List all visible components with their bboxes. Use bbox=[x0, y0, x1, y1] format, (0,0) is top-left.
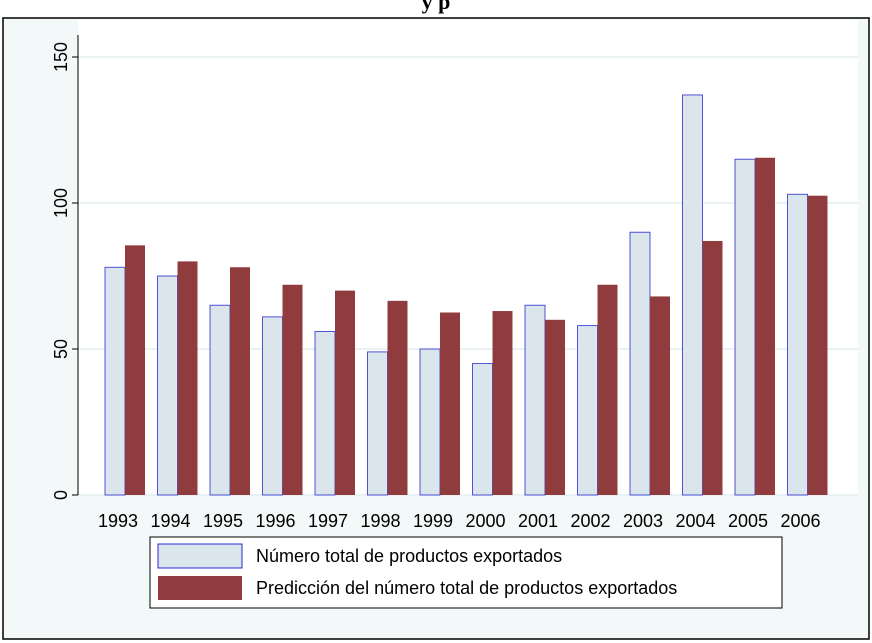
bar bbox=[650, 296, 670, 495]
x-tick-label: 1999 bbox=[413, 511, 453, 531]
bar bbox=[314, 331, 336, 496]
legend-label: Número total de productos exportados bbox=[256, 546, 562, 566]
bar bbox=[335, 290, 355, 495]
bar bbox=[629, 231, 651, 496]
x-tick-label: 2003 bbox=[623, 511, 663, 531]
x-tick-label: 2005 bbox=[728, 511, 768, 531]
bar bbox=[472, 363, 493, 496]
bar bbox=[755, 157, 775, 496]
bar bbox=[524, 304, 546, 496]
x-tick-label: 1995 bbox=[203, 511, 243, 531]
x-tick-label: 1994 bbox=[150, 511, 190, 531]
x-tick-label: 2001 bbox=[518, 511, 558, 531]
x-tick-label: 2006 bbox=[780, 511, 820, 531]
y-tick-label: 50 bbox=[51, 339, 71, 359]
y-tick-label: 0 bbox=[51, 490, 71, 500]
y-tick-label: 100 bbox=[51, 188, 71, 218]
bar bbox=[157, 275, 178, 496]
x-tick-label: 1997 bbox=[308, 511, 348, 531]
bar bbox=[545, 319, 565, 495]
bar bbox=[230, 267, 250, 495]
y-tick-label: 150 bbox=[51, 42, 71, 72]
bar bbox=[262, 316, 283, 496]
x-tick-label: 2002 bbox=[570, 511, 610, 531]
x-tick-label: 1993 bbox=[98, 511, 138, 531]
bar bbox=[104, 266, 126, 496]
bar bbox=[702, 240, 723, 495]
legend-box bbox=[149, 536, 783, 609]
legend-swatch bbox=[158, 576, 242, 600]
bar bbox=[177, 261, 198, 495]
bar bbox=[682, 94, 703, 496]
bar bbox=[440, 312, 460, 495]
bar bbox=[787, 193, 808, 496]
chart-title: y p bbox=[422, 0, 451, 14]
bar bbox=[492, 311, 513, 495]
bar bbox=[125, 245, 145, 495]
bar bbox=[419, 348, 441, 496]
bar bbox=[597, 284, 618, 495]
bar bbox=[282, 284, 303, 495]
legend-swatch bbox=[157, 543, 243, 569]
bar bbox=[734, 158, 756, 496]
plot-area bbox=[78, 20, 858, 495]
x-tick-label: 1998 bbox=[360, 511, 400, 531]
bar bbox=[209, 304, 231, 496]
x-tick-label: 2004 bbox=[675, 511, 715, 531]
x-tick-label: 1996 bbox=[255, 511, 295, 531]
legend-label: Predicción del número total de productos… bbox=[256, 578, 677, 598]
bar bbox=[807, 195, 828, 495]
bar bbox=[577, 325, 598, 496]
bar bbox=[367, 351, 388, 496]
bar bbox=[387, 300, 408, 495]
x-tick-label: 2000 bbox=[465, 511, 505, 531]
